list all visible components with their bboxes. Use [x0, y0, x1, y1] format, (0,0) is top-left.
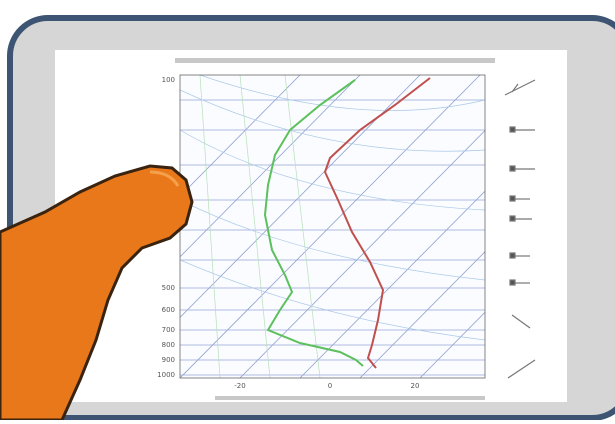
pressure-label: 600	[162, 306, 175, 314]
temperature-label: -20	[234, 382, 245, 390]
temperature-label: 20	[411, 382, 420, 390]
pressure-label: 700	[162, 326, 175, 334]
title-blur	[175, 58, 495, 63]
wind-barbs	[504, 79, 536, 379]
hand-highlight	[149, 170, 180, 187]
axis-caption-blur	[215, 396, 485, 400]
temperature-profile	[323, 77, 431, 369]
pressure-label: 500	[162, 284, 175, 292]
pressure-label: 1000	[157, 371, 175, 379]
skew-t-grid	[180, 75, 485, 378]
temperature-axis: -20 0 20	[234, 382, 419, 390]
pointing-hand	[0, 164, 194, 422]
isotherms	[180, 75, 485, 378]
temperature-label: 0	[328, 382, 332, 390]
pressure-label: 900	[162, 356, 175, 364]
dewpoint-profile	[263, 79, 364, 367]
pressure-axis: 100 500 600 700 800 900 1000	[157, 76, 175, 379]
pressure-label: 100	[162, 76, 175, 84]
mixing-lines	[199, 75, 321, 378]
pressure-label: 800	[162, 341, 175, 349]
plot-area	[180, 75, 485, 378]
adiabats	[180, 75, 485, 341]
